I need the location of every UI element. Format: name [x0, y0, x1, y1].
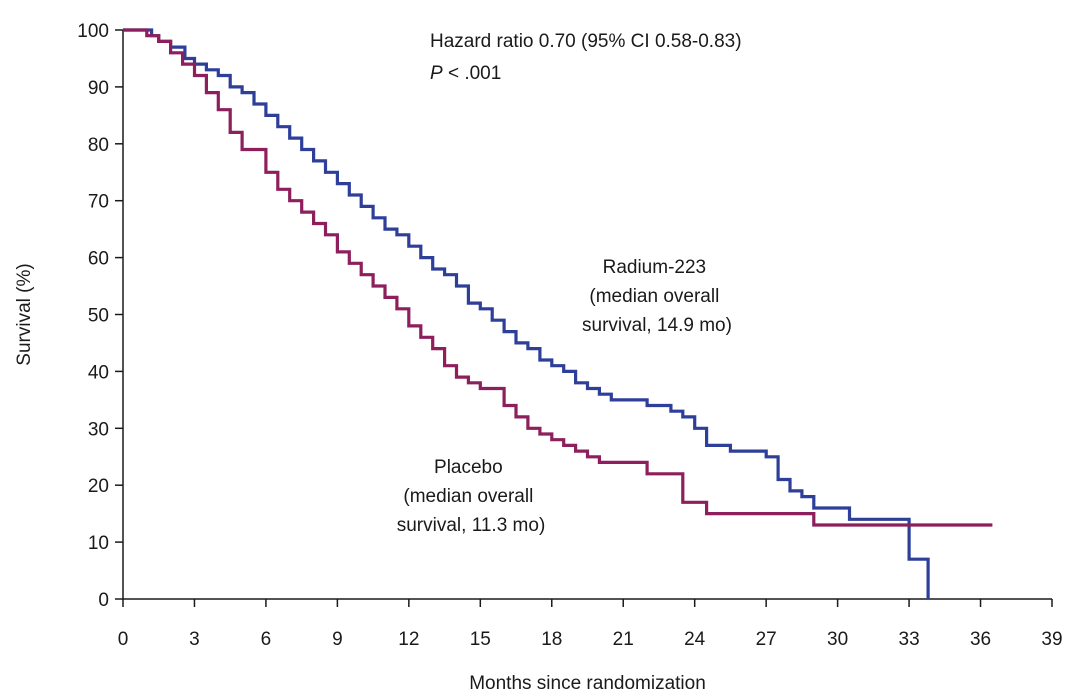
y-axis-title: Survival (%): [14, 263, 35, 365]
x-axis-title: Months since randomization: [469, 673, 706, 694]
x-tick-label: 27: [756, 629, 777, 650]
series-lines: [123, 28, 993, 599]
series-labels: Radium-223 (median overall survival, 14.…: [397, 257, 732, 536]
y-tick-label: 90: [88, 78, 109, 99]
p-value-annotation: P < .001: [430, 63, 501, 84]
x-tick-label: 21: [613, 629, 634, 650]
y-tick-label: 0: [98, 590, 109, 611]
y-tick-label: 60: [88, 249, 109, 270]
x-tick-label: 12: [398, 629, 419, 650]
radium-series-label: Radium-223 (median overall survival, 14.…: [582, 257, 732, 336]
y-tick-label: 50: [88, 306, 109, 327]
placebo-line: [123, 28, 993, 527]
p-value-rest: < .001: [443, 63, 502, 84]
placebo-series-label: Placebo (median overall survival, 11.3 m…: [397, 457, 546, 536]
placebo-label-line-1: Placebo: [434, 457, 503, 478]
y-tick-label: 30: [88, 419, 109, 440]
y-tick-label: 10: [88, 533, 109, 554]
x-tick-label: 36: [970, 629, 991, 650]
hazard-ratio-annotation: Hazard ratio 0.70 (95% CI 0.58-0.83): [430, 31, 742, 52]
placebo-label-line-3: survival, 11.3 mo): [397, 515, 546, 536]
y-ticks: 0 10 20 30 40 50 60 70 80 90 100: [77, 21, 123, 611]
radium-223-line: [123, 28, 930, 599]
radium-label-line-2: (median overall: [589, 286, 719, 307]
x-tick-label: 24: [684, 629, 706, 650]
y-tick-label: 40: [88, 362, 109, 383]
y-tick-label: 70: [88, 192, 109, 213]
x-tick-label: 15: [470, 629, 491, 650]
x-tick-label: 30: [827, 629, 848, 650]
p-value-letter: P: [430, 63, 443, 84]
x-tick-label: 39: [1041, 629, 1062, 650]
y-tick-label: 20: [88, 476, 109, 497]
x-tick-label: 3: [189, 629, 200, 650]
annotations: Hazard ratio 0.70 (95% CI 0.58-0.83) P <…: [430, 31, 742, 84]
x-tick-label: 18: [541, 629, 562, 650]
y-tick-label: 80: [88, 135, 109, 156]
radium-label-line-3: survival, 14.9 mo): [582, 315, 732, 336]
placebo-label-line-2: (median overall: [403, 486, 533, 507]
x-tick-label: 33: [899, 629, 920, 650]
x-ticks: 0 3 6 9 12 15 18 21 24 27 30 33 36 39: [118, 599, 1063, 650]
x-tick-label: 0: [118, 629, 129, 650]
x-tick-label: 6: [261, 629, 272, 650]
axis-titles: Months since randomization Survival (%): [14, 263, 706, 694]
y-tick-label: 100: [77, 21, 109, 42]
radium-label-line-1: Radium-223: [603, 257, 707, 278]
x-tick-label: 9: [332, 629, 343, 650]
